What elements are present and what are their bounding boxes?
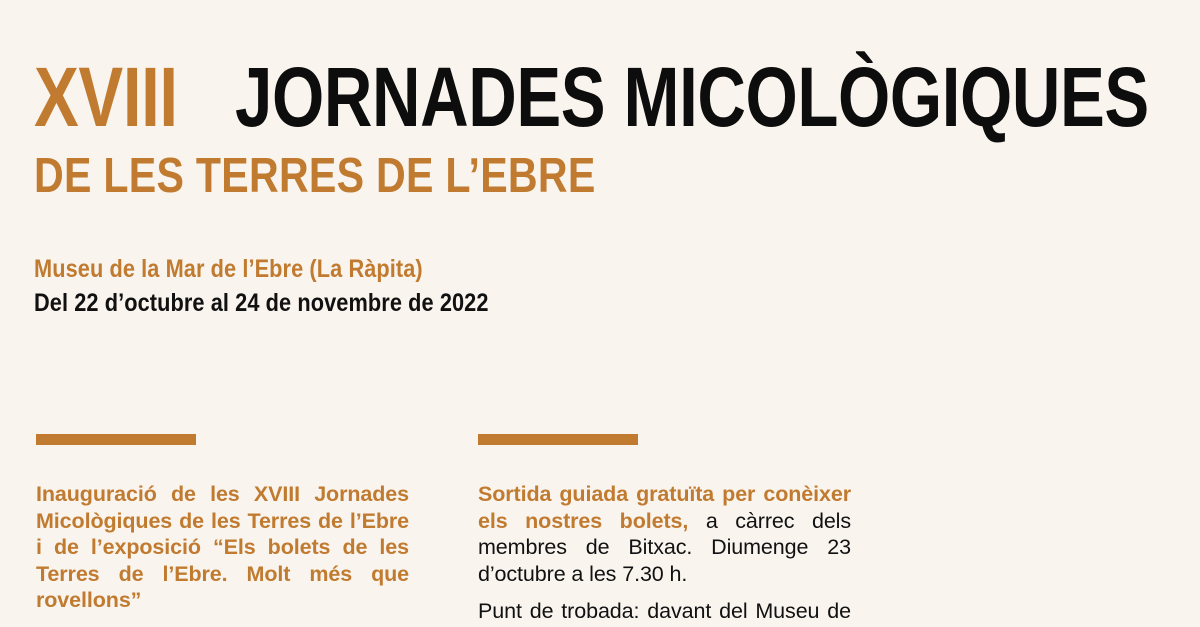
program-lead-in: Sortida guiada gratuïta per conèixer els… [478,482,851,533]
column-rule-left [36,434,196,445]
program-paragraph: Sortida guiada gratuïta per conèixer els… [478,481,851,587]
event-dates: Del 22 d’octubre al 24 de novembre de 20… [34,289,489,317]
program-column-left: Inauguració de les XVIII Jornades Micolò… [36,434,409,614]
program-paragraph: Punt de trobada: davant del Museu de la [478,598,851,627]
page-subtitle: DE LES TERRES DE L’EBRE [34,149,596,203]
program-column-right: Sortida guiada gratuïta per conèixer els… [478,434,851,627]
program-paragraph: Inauguració de les XVIII Jornades Micolò… [36,481,409,614]
program-text: Punt de trobada: davant del Museu de la [478,599,851,627]
program-text: Inauguració de les XVIII Jornades Micolò… [36,482,409,612]
title-edition-number: XVIII [34,50,178,144]
program-text: a càrrec dels membres de Bitxac. Diumeng… [478,508,852,586]
column-rule-right [478,434,638,445]
title-main-text: JORNADES MICOLÒGIQUES [235,50,1149,144]
event-meta-block: Museu de la Mar de l’Ebre (La Ràpita) De… [34,252,556,320]
column-body-left: Inauguració de les XVIII Jornades Micolò… [36,481,409,614]
page-title: XVIII JORNADES MICOLÒGIQUES [34,55,1149,139]
column-body-right: Sortida guiada gratuïta per conèixer els… [478,481,851,627]
event-venue: Museu de la Mar de l’Ebre (La Ràpita) [34,255,423,283]
